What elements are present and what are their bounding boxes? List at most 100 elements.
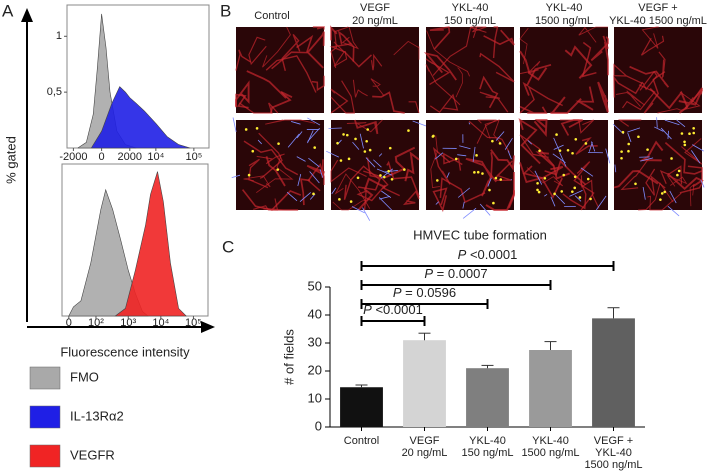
error-bar	[355, 384, 368, 388]
node-dot	[498, 142, 502, 145]
vessel	[613, 75, 644, 98]
x-tick-label: 0	[99, 151, 105, 163]
column-label: Control	[254, 10, 289, 22]
vessel	[341, 27, 360, 50]
arrow-head	[201, 321, 215, 333]
node-dot	[560, 190, 564, 193]
histogram-area	[91, 86, 191, 149]
segment	[287, 133, 300, 148]
vessel	[235, 80, 250, 108]
vessel	[258, 132, 283, 179]
segment	[309, 171, 320, 184]
column-label: 20 ng/mL	[352, 15, 398, 27]
bar	[403, 340, 446, 427]
node-dot	[454, 157, 458, 161]
panel-label: C	[222, 237, 234, 256]
segment	[642, 186, 646, 200]
node-dot	[312, 192, 315, 196]
vessel	[425, 64, 461, 106]
segment	[553, 137, 561, 153]
node-dot	[584, 142, 588, 145]
vessel	[689, 183, 695, 207]
segment	[380, 168, 394, 179]
segment	[591, 141, 596, 152]
vessel	[386, 160, 420, 197]
segment	[614, 164, 617, 173]
segment	[365, 157, 376, 168]
segment	[308, 157, 320, 168]
vessel	[618, 119, 642, 127]
significance-label: P = 0.0596	[393, 285, 456, 300]
node-dot	[586, 177, 590, 181]
y-tick-label: 50	[308, 278, 322, 293]
vessel	[649, 87, 689, 114]
node-dot	[342, 133, 345, 136]
segment	[379, 195, 391, 200]
vessel	[641, 26, 659, 49]
node-dot	[338, 198, 341, 201]
vessel	[404, 151, 420, 182]
significance-bracket	[360, 280, 552, 290]
node-dot	[683, 143, 687, 147]
vessel	[519, 85, 563, 114]
error-bar	[544, 341, 557, 350]
vessel	[356, 184, 386, 211]
y-tick-label: 1	[56, 30, 62, 42]
significance-bracket	[360, 316, 426, 326]
segment	[527, 140, 532, 145]
column-label: YKL-40	[546, 2, 583, 14]
node-dot	[387, 169, 390, 173]
node-dot	[634, 182, 637, 186]
node-dot	[436, 179, 439, 182]
segment	[296, 131, 303, 139]
vessel	[402, 190, 420, 206]
segment	[605, 148, 611, 164]
vessel	[581, 41, 597, 78]
segment	[331, 187, 337, 195]
vessel	[265, 155, 286, 187]
x-axis-label: Fluorescence intensity	[60, 344, 190, 359]
vessel	[306, 31, 325, 69]
x-tick-label: 150 ng/mL	[462, 447, 514, 459]
segment	[286, 191, 298, 202]
node-dot	[670, 157, 673, 160]
segment	[691, 150, 701, 164]
segment	[291, 121, 301, 125]
segment	[319, 169, 324, 178]
vessel	[426, 30, 471, 77]
arrow-head	[21, 8, 33, 22]
vessel	[333, 41, 348, 67]
vessel	[680, 138, 703, 165]
node-dot	[621, 130, 625, 134]
vessel	[281, 33, 301, 71]
vessel	[465, 157, 497, 183]
node-dot	[494, 176, 498, 180]
vessel	[271, 34, 314, 70]
node-dot	[692, 127, 695, 130]
legend-swatch	[29, 405, 61, 429]
vessel	[664, 141, 703, 175]
y-tick-label: 40	[308, 306, 322, 321]
segment	[507, 150, 512, 160]
x-tick-label: YKL-40	[532, 435, 569, 447]
x-tick-label: 10⁴	[147, 151, 164, 163]
column-label: VEGF +	[638, 2, 677, 14]
segment	[487, 177, 492, 187]
micrograph	[329, 25, 420, 114]
node-dot	[276, 168, 280, 171]
segment	[457, 187, 471, 198]
segment	[472, 146, 476, 162]
segment	[373, 159, 382, 168]
vessel	[578, 26, 608, 43]
segment	[553, 144, 564, 150]
node-dot	[277, 142, 280, 145]
segment	[435, 201, 440, 205]
segment	[676, 119, 686, 128]
segment	[627, 132, 632, 143]
x-tick-label: 10³	[120, 317, 136, 329]
vessel	[659, 165, 683, 185]
y-tick-label: 0	[315, 418, 322, 433]
vessel	[479, 91, 509, 113]
vessel	[385, 146, 416, 178]
vessel	[522, 63, 552, 96]
